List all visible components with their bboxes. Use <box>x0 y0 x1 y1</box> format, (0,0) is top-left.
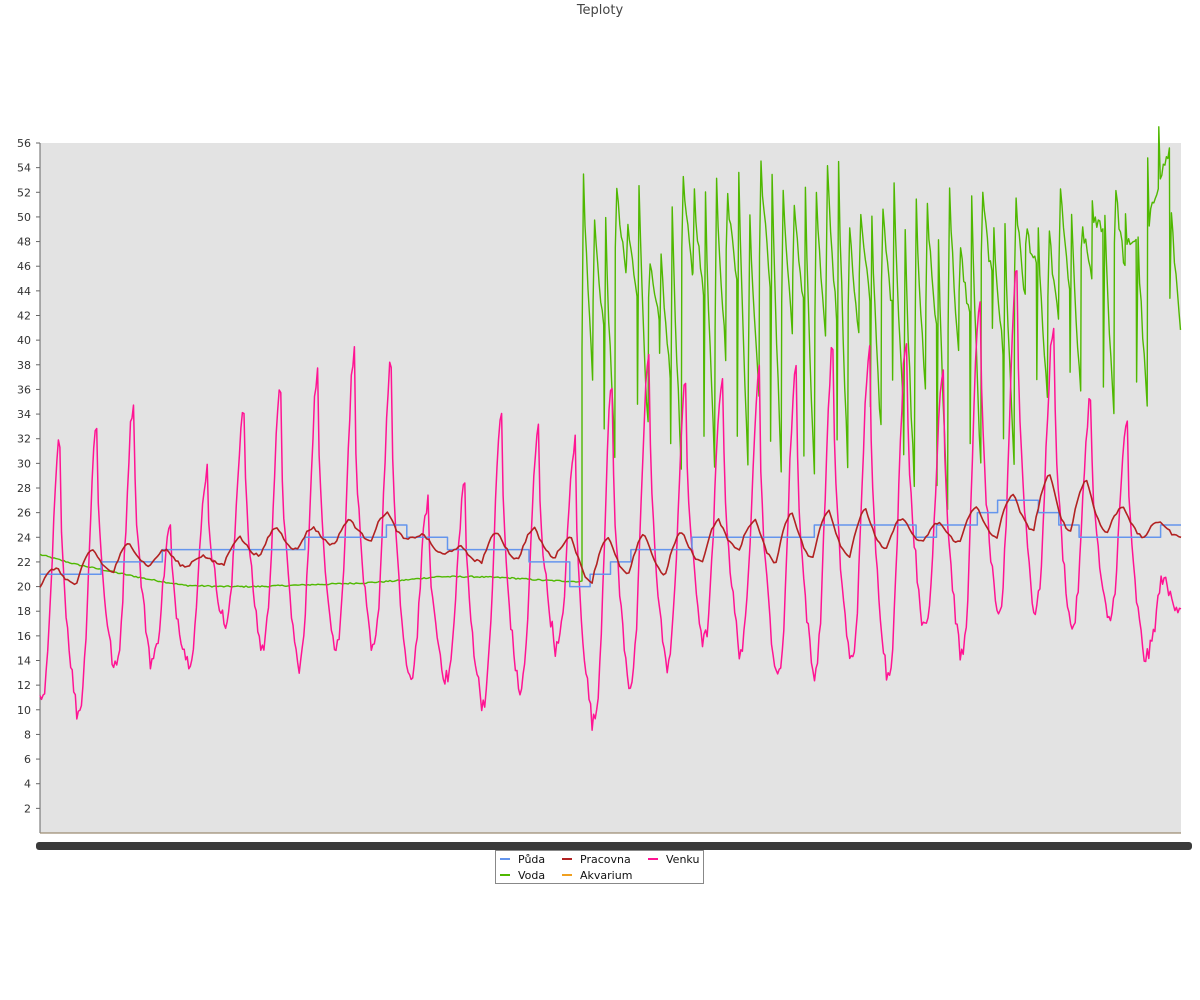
y-tick-label: 14 <box>17 655 31 668</box>
legend-swatch-pracovna <box>562 858 572 860</box>
y-tick-label: 8 <box>24 728 31 741</box>
legend-item-voda: Voda <box>500 869 545 883</box>
y-tick-label: 16 <box>17 630 31 643</box>
legend-swatch-voda <box>500 874 510 876</box>
y-tick-label: 56 <box>17 137 31 150</box>
legend-swatch-akvarium <box>562 874 572 876</box>
legend: Půda Pracovna Venku Voda Akvarium <box>495 850 704 884</box>
legend-item-pracovna: Pracovna <box>562 853 631 867</box>
y-tick-label: 40 <box>17 334 31 347</box>
series-layer <box>39 126 1182 834</box>
y-tick-label: 6 <box>24 753 31 766</box>
x-tick-labels-overlap <box>36 842 1192 850</box>
legend-item-venku: Venku <box>648 853 699 867</box>
y-tick-label: 52 <box>17 186 31 199</box>
legend-item-akvarium: Akvarium <box>562 869 632 883</box>
y-tick-label: 18 <box>17 605 31 618</box>
y-tick-label: 10 <box>17 704 31 717</box>
series-puda-line <box>40 499 1181 588</box>
y-tick-label: 54 <box>17 162 31 175</box>
y-tick-label: 38 <box>17 359 31 372</box>
y-tick-label: 30 <box>17 457 31 470</box>
legend-label-puda: Půda <box>518 853 546 866</box>
y-tick-label: 22 <box>17 556 31 569</box>
y-tick-label: 26 <box>17 507 31 520</box>
y-tick-label: 28 <box>17 482 31 495</box>
y-tick-label: 36 <box>17 383 31 396</box>
y-tick-label: 32 <box>17 433 31 446</box>
legend-label-akvarium: Akvarium <box>580 869 633 882</box>
y-tick-label: 34 <box>17 408 31 421</box>
y-tick-label: 44 <box>17 285 31 298</box>
plot-area <box>40 143 1181 833</box>
y-tick-label: 20 <box>17 581 31 594</box>
chart-title: Teploty <box>576 3 624 18</box>
legend-label-pracovna: Pracovna <box>580 853 631 866</box>
y-axis: 2468101214161820222426283032343638404244… <box>17 137 41 833</box>
legend-swatch-puda <box>500 858 510 860</box>
series-venku-line <box>39 270 1182 731</box>
x-axis <box>36 832 1192 850</box>
y-tick-label: 50 <box>17 211 31 224</box>
legend-item-puda: Půda <box>500 853 545 867</box>
y-tick-label: 42 <box>17 310 31 323</box>
y-tick-label: 46 <box>17 260 31 273</box>
legend-label-venku: Venku <box>666 853 700 866</box>
y-tick-label: 2 <box>24 802 31 815</box>
series-voda-line <box>39 126 1182 588</box>
legend-label-voda: Voda <box>518 869 546 882</box>
y-tick-label: 12 <box>17 679 31 692</box>
legend-swatch-venku <box>648 858 658 860</box>
y-tick-label: 4 <box>24 778 31 791</box>
series-pracovna-line <box>39 474 1182 588</box>
y-tick-label: 24 <box>17 531 31 544</box>
y-tick-label: 48 <box>17 236 31 249</box>
